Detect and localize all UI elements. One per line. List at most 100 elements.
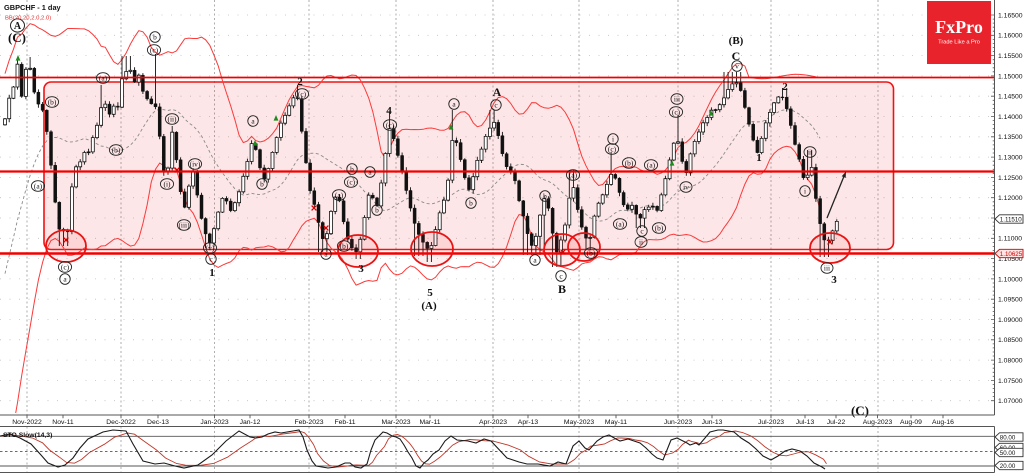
svg-text:(c): (c) <box>386 121 395 130</box>
svg-text:b: b <box>469 199 473 208</box>
svg-text:1: 1 <box>756 152 762 164</box>
svg-text:c: c <box>209 255 213 264</box>
svg-text:3: 3 <box>831 274 837 286</box>
svg-text:iii: iii <box>824 264 830 273</box>
svg-text:Nov-2022: Nov-2022 <box>12 419 42 426</box>
svg-text:1.11000: 1.11000 <box>998 236 1022 243</box>
svg-text:GBPCHF - 1 day: GBPCHF - 1 day <box>4 3 62 12</box>
svg-text:iv: iv <box>683 183 689 192</box>
svg-text:Aug-16: Aug-16 <box>932 419 954 426</box>
svg-text:v: v <box>735 62 739 71</box>
svg-text:80.00: 80.00 <box>1000 434 1016 441</box>
svg-text:1.13500: 1.13500 <box>998 134 1023 141</box>
svg-text:Jul-13: Jul-13 <box>796 419 815 426</box>
svg-text:A: A <box>14 21 22 32</box>
svg-text:a: a <box>452 100 456 109</box>
svg-text:Nov-11: Nov-11 <box>52 419 74 426</box>
svg-text:(b): (b) <box>112 146 121 155</box>
svg-text:1.14000: 1.14000 <box>998 114 1023 121</box>
svg-text:Aug-2023: Aug-2023 <box>863 419 893 426</box>
svg-text:(a): (a) <box>34 182 43 191</box>
svg-text:b: b <box>153 33 157 42</box>
svg-text:(C): (C) <box>8 30 26 45</box>
svg-text:Feb-11: Feb-11 <box>334 419 355 426</box>
svg-text:1.13000: 1.13000 <box>998 155 1023 162</box>
svg-text:c: c <box>494 101 498 110</box>
svg-text:a: a <box>368 168 372 177</box>
svg-text:1.10625: 1.10625 <box>1000 251 1023 258</box>
svg-text:Mar-11: Mar-11 <box>419 419 440 426</box>
svg-text:1.16000: 1.16000 <box>998 33 1023 40</box>
svg-text:(a): (a) <box>99 74 108 83</box>
svg-text:(ii): (ii) <box>167 115 177 124</box>
svg-text:(c): (c) <box>61 263 70 272</box>
svg-text:Mar-2023: Mar-2023 <box>381 419 410 426</box>
svg-text:1.15000: 1.15000 <box>998 73 1023 80</box>
svg-text:b: b <box>543 192 547 201</box>
svg-text:i: i <box>612 135 614 144</box>
svg-text:May-2023: May-2023 <box>564 419 594 426</box>
svg-text:(a): (a) <box>616 220 625 229</box>
svg-text:a: a <box>324 250 328 259</box>
svg-text:1.15500: 1.15500 <box>998 53 1023 60</box>
svg-text:Feb-2023: Feb-2023 <box>294 419 323 426</box>
svg-text:(c): (c) <box>672 108 681 117</box>
svg-text:(c): (c) <box>150 46 159 55</box>
svg-text:Apr-2023: Apr-2023 <box>479 419 507 426</box>
svg-text:(b): (b) <box>587 249 596 258</box>
svg-text:A: A <box>493 85 502 99</box>
svg-text:(b): (b) <box>48 98 57 107</box>
svg-text:b: b <box>350 165 354 174</box>
svg-text:1.09500: 1.09500 <box>998 297 1023 304</box>
svg-text:Jun-13: Jun-13 <box>702 419 723 426</box>
svg-text:(iii): (iii) <box>178 221 190 230</box>
svg-text:ii: ii <box>639 238 643 247</box>
svg-text:(c): (c) <box>347 178 356 187</box>
svg-text:(b): (b) <box>655 224 664 233</box>
svg-text:c: c <box>640 227 644 236</box>
svg-text:a: a <box>63 275 67 284</box>
svg-text:(i): (i) <box>164 180 172 189</box>
svg-text:2: 2 <box>782 81 788 93</box>
svg-text:1.08000: 1.08000 <box>998 358 1023 365</box>
svg-text:Dec-2022: Dec-2022 <box>106 419 136 426</box>
svg-text:Jun-2023: Jun-2023 <box>664 419 693 426</box>
svg-text:Jan-2023: Jan-2023 <box>200 419 229 426</box>
svg-text:a: a <box>251 117 255 126</box>
svg-text:1.08500: 1.08500 <box>998 337 1023 344</box>
svg-text:b: b <box>375 206 379 215</box>
svg-text:1.14500: 1.14500 <box>998 94 1023 101</box>
svg-text:FxPro: FxPro <box>935 17 983 37</box>
svg-text:(B): (B) <box>729 35 744 47</box>
svg-text:1.07000: 1.07000 <box>998 398 1023 405</box>
svg-text:1.12500: 1.12500 <box>998 175 1023 182</box>
svg-text:ii: ii <box>808 148 812 157</box>
svg-text:Jul-22: Jul-22 <box>827 419 846 426</box>
svg-text:Trade Like a Pro: Trade Like a Pro <box>938 40 980 46</box>
svg-text:(a): (a) <box>647 161 656 170</box>
svg-text:Apr-13: Apr-13 <box>518 419 539 426</box>
svg-text:1.09000: 1.09000 <box>998 317 1023 324</box>
svg-text:1.07500: 1.07500 <box>998 378 1023 385</box>
svg-text:BB(20,20,2.0,2.0): BB(20,20,2.0,2.0) <box>5 16 51 22</box>
svg-text:2: 2 <box>297 76 303 88</box>
svg-text:C: C <box>732 49 741 63</box>
svg-text:(v): (v) <box>206 244 215 253</box>
svg-text:(c): (c) <box>608 145 617 154</box>
svg-text:a: a <box>533 256 537 265</box>
svg-text:1.10500: 1.10500 <box>998 256 1023 263</box>
svg-text:STO Slow(14,3): STO Slow(14,3) <box>3 432 52 439</box>
svg-text:Jan-12: Jan-12 <box>240 419 261 426</box>
svg-text:B: B <box>558 282 566 296</box>
svg-text:May-11: May-11 <box>605 419 627 426</box>
svg-text:(iv): (iv) <box>190 160 201 169</box>
svg-text:5: 5 <box>427 287 433 299</box>
svg-text:1.11510: 1.11510 <box>1000 216 1022 223</box>
svg-text:c: c <box>559 272 563 281</box>
svg-text:b: b <box>260 180 264 189</box>
svg-text:(b): (b) <box>625 159 634 168</box>
svg-text:i: i <box>804 187 806 196</box>
svg-text:(a): (a) <box>335 191 344 200</box>
svg-text:(c): (c) <box>298 90 307 99</box>
svg-text:1.10000: 1.10000 <box>998 276 1023 283</box>
